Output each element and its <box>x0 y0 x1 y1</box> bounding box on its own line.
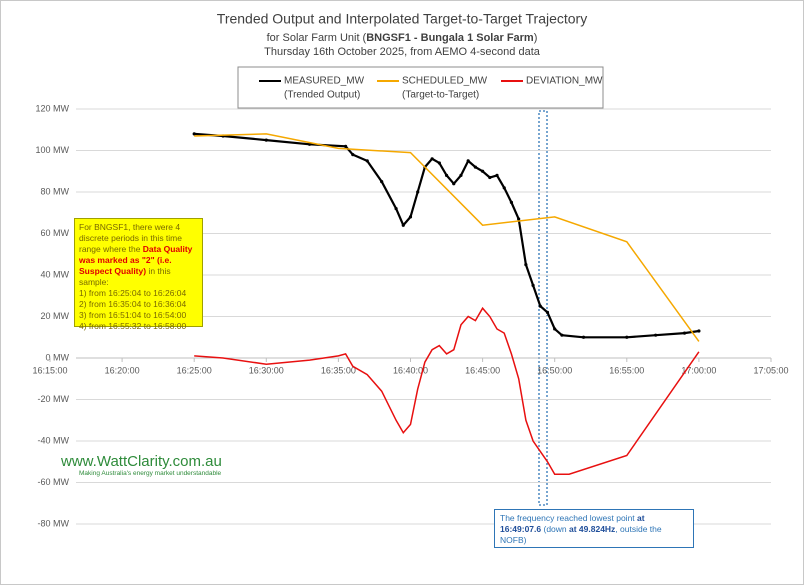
point <box>682 331 687 335</box>
frequency-band <box>538 110 548 506</box>
point <box>380 180 384 184</box>
y-tick-label: 20 MW <box>40 311 69 321</box>
x-tick-label: 16:30:00 <box>249 365 284 375</box>
note-text: Data Quality was marked as "2" (i.e. Sus… <box>79 244 193 276</box>
point <box>495 173 499 177</box>
point <box>531 283 535 287</box>
point <box>444 173 449 177</box>
x-tick-label: 17:05:00 <box>753 365 788 375</box>
frequency-note: The frequency reached lowest point at 16… <box>494 509 694 548</box>
note-text: in this sample: <box>79 266 171 287</box>
point <box>365 159 369 163</box>
point <box>581 335 586 339</box>
point <box>401 223 405 227</box>
note-text: 2) from 16:35:04 to 16:36:04 <box>79 299 187 309</box>
quality-note: For BNGSF1, there were 4 discrete period… <box>74 218 203 331</box>
point <box>192 132 196 136</box>
series-line <box>194 306 700 475</box>
note-text: 1) from 16:25:04 to 16:26:04 <box>79 288 187 298</box>
point <box>416 190 420 194</box>
subtitle-part: BNGSF1 - Bungala 1 Solar Farm <box>366 32 534 44</box>
point <box>481 169 485 173</box>
point <box>351 153 355 157</box>
y-tick-label: -20 MW <box>38 394 70 404</box>
point <box>625 335 629 339</box>
note-text: (down <box>541 524 569 534</box>
note-text: at 49.824Hz <box>569 524 616 534</box>
y-tick-label: 40 MW <box>40 269 69 279</box>
legend-note: (Target-to-Target) <box>402 90 479 101</box>
x-tick-label: 16:15:00 <box>32 365 67 375</box>
legend-label: SCHEDULED_MW <box>402 76 488 87</box>
x-tick-label: 16:35:00 <box>321 365 356 375</box>
x-tick-label: 16:50:00 <box>537 365 572 375</box>
subtitle-part: for Solar Farm Unit ( <box>267 32 367 44</box>
note-text: 4) from 16:55:32 to 16:58:00 <box>79 321 187 331</box>
y-tick-label: 80 MW <box>40 186 69 196</box>
point <box>452 182 456 186</box>
chart-subtitle: Thursday 16th October 2025, from AEMO 4-… <box>264 46 541 58</box>
point <box>524 263 528 267</box>
y-tick-label: 120 MW <box>35 103 69 113</box>
subtitle-part: ) <box>534 32 538 44</box>
point <box>553 327 557 331</box>
y-tick-label: 100 MW <box>35 145 69 155</box>
point <box>517 217 521 221</box>
point <box>394 207 398 211</box>
y-tick-label: -60 MW <box>38 477 70 487</box>
note-text: at 16:49:07.6 <box>500 513 645 534</box>
point <box>459 173 463 177</box>
point <box>408 215 413 219</box>
y-tick-label: 0 MW <box>46 352 70 362</box>
x-tick-label: 16:45:00 <box>465 365 500 375</box>
point <box>654 333 658 337</box>
point <box>545 310 550 314</box>
note-text: , outside the NOFB) <box>500 524 662 545</box>
x-tick-label: 16:20:00 <box>105 365 140 375</box>
point <box>502 186 506 190</box>
logo: www.WattClarity.com.au Making Australia's… <box>61 453 222 477</box>
y-tick-label: 60 MW <box>40 228 69 238</box>
point <box>473 165 477 169</box>
point <box>560 333 564 337</box>
point <box>344 144 348 148</box>
logo-tagline: Making Australia's energy market underst… <box>79 470 222 477</box>
legend-label: MEASURED_MW <box>284 76 365 87</box>
x-tick-label: 16:40:00 <box>393 365 428 375</box>
point <box>264 138 268 142</box>
y-tick-label: -40 MW <box>38 435 70 445</box>
series-line <box>194 133 700 342</box>
point <box>538 304 542 308</box>
series-line <box>194 132 700 339</box>
point <box>509 200 514 204</box>
legend-box <box>237 66 604 109</box>
logo-text: www.WattClarity.com.au <box>61 453 222 470</box>
legend-note: (Trended Output) <box>284 90 360 101</box>
y-tick-label: -80 MW <box>38 518 70 528</box>
note-text: The frequency reached lowest point <box>500 513 638 523</box>
legend-label: DEVIATION_MW <box>526 76 603 87</box>
point <box>697 329 701 333</box>
point <box>466 159 470 163</box>
x-tick-label: 16:55:00 <box>609 365 644 375</box>
note-text: 3) from 16:51:04 to 16:54:00 <box>79 310 187 320</box>
point <box>488 175 492 180</box>
chart-title: Trended Output and Interpolated Target-t… <box>217 11 587 27</box>
x-tick-label: 17:00:00 <box>681 365 716 375</box>
note-text: For BNGSF1, there were 4 discrete period… <box>79 222 182 254</box>
x-tick-label: 16:25:00 <box>177 365 212 375</box>
point <box>437 161 441 165</box>
chart-subtitle: for Solar Farm Unit (BNGSF1 - Bungala 1 … <box>267 32 538 44</box>
point <box>430 157 434 161</box>
